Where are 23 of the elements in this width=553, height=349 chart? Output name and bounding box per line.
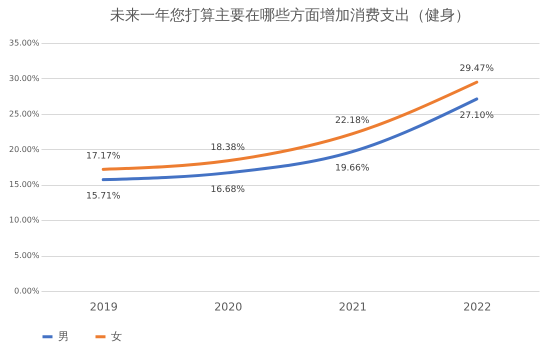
y-tick-label: 30.00% (8, 74, 40, 83)
y-tick-label: 15.00% (8, 180, 40, 190)
data-label: 22.18% (335, 116, 370, 126)
y-tick-label: 10.00% (8, 216, 40, 225)
y-tick-label: 20.00% (8, 144, 40, 154)
y-tick-label: 25.00% (8, 109, 40, 118)
y-tick-label: 0.00% (14, 286, 40, 296)
x-tick-label: 2019 (90, 300, 118, 314)
data-label: 15.71% (86, 192, 121, 202)
x-tick-label: 2022 (463, 300, 492, 314)
data-label: 29.47% (460, 64, 494, 74)
x-tick-label: 2020 (214, 300, 242, 314)
x-tick-label: 2021 (338, 300, 367, 314)
data-label: 16.68% (210, 184, 246, 195)
data-label: 18.38% (210, 142, 246, 153)
y-tick-label: 35.00% (8, 38, 40, 48)
legend-label: 男 (58, 330, 69, 343)
data-label: 17.17% (86, 151, 121, 162)
y-tick-label: 5.00% (14, 251, 40, 260)
chart-title: 未来一年您打算主要在哪些方面增加消费支出（健身） (110, 6, 470, 24)
legend-label: 女 (111, 330, 122, 343)
data-label: 27.10% (460, 110, 494, 121)
data-label: 19.66% (335, 164, 370, 174)
